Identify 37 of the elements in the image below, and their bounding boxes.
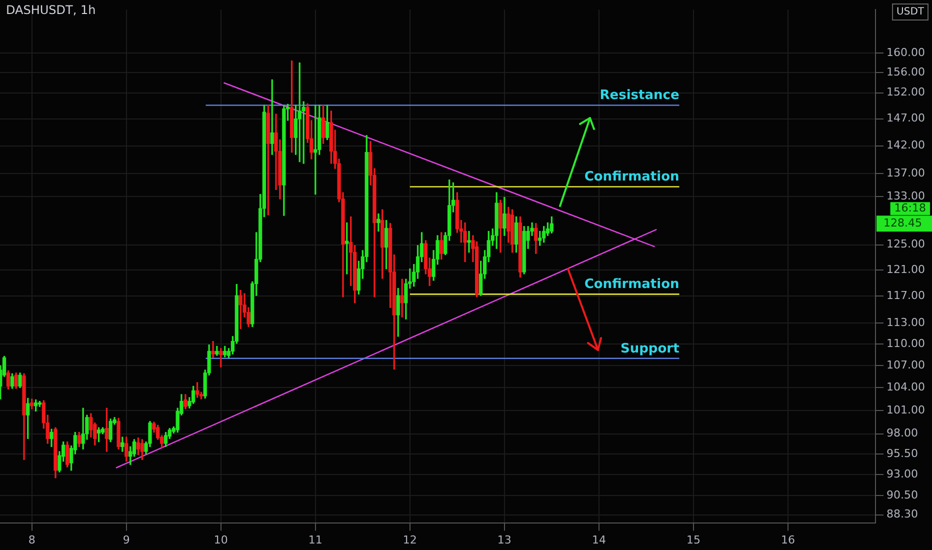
y-tick-label: 142.00 [886,138,926,152]
y-tick-label: 98.00 [886,426,918,440]
x-tick-label: 9 [122,533,130,546]
y-tick-label: 121.00 [886,262,926,276]
y-tick-label: 156.00 [886,66,926,79]
y-tick-label: 147.00 [886,112,926,125]
series-label: Resistance [600,88,680,104]
y-tick-label: 152.00 [886,86,926,99]
y-tick-label: 95.50 [886,446,918,460]
series-label: Confirmation [584,170,680,185]
series-label: Confirmation [584,277,680,292]
y-tick-label: 88.30 [886,508,918,521]
y-tick-label: 117.00 [886,289,926,302]
x-tick-label: 8 [28,533,36,546]
y-tick-label: 101.00 [886,403,926,416]
x-tick-label: 16 [780,533,795,546]
y-tick-label: 93.00 [886,467,918,480]
x-tick-label: 13 [497,533,512,546]
x-tick-label: 15 [686,533,700,546]
y-tick-label: 125.00 [886,238,926,251]
x-tick-label: 12 [402,533,417,546]
y-tick-label: 107.00 [886,358,926,372]
y-tick-label: 133.00 [886,189,926,202]
y-tick-label: 160.00 [886,46,926,59]
text: 16:18 [894,202,926,215]
y-tick-label: 90.50 [886,488,918,502]
text: 128.45 [884,216,922,230]
x-tick-label: 10 [214,533,228,546]
y-tick-label: 137.00 [886,166,926,180]
x-tick-label: 14 [592,533,606,546]
x-tick-label: 11 [308,533,322,546]
y-axis-title: USDT [896,6,925,18]
series-label: Support [620,341,680,356]
y-tick-label: 113.00 [886,316,926,330]
y-tick-label: 110.00 [886,336,926,350]
chart-title: DASHUSDT, 1h [6,3,96,18]
y-tick-label: 104.00 [886,380,926,394]
